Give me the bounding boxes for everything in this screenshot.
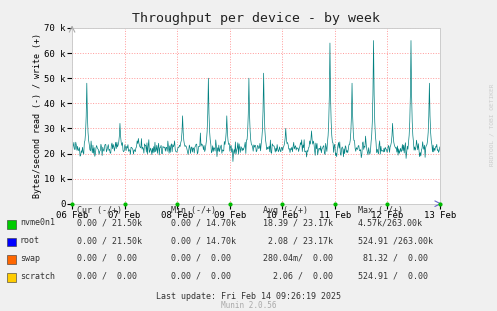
Text: root: root xyxy=(20,236,40,245)
Text: 18.39 / 23.17k: 18.39 / 23.17k xyxy=(263,218,333,227)
Text: 0.00 / 21.50k: 0.00 / 21.50k xyxy=(77,236,142,245)
Text: 4.57k/263.00k: 4.57k/263.00k xyxy=(358,218,423,227)
Text: 524.91 /263.00k: 524.91 /263.00k xyxy=(358,236,433,245)
Text: 0.00 / 14.70k: 0.00 / 14.70k xyxy=(171,236,237,245)
Text: Last update: Fri Feb 14 09:26:19 2025: Last update: Fri Feb 14 09:26:19 2025 xyxy=(156,291,341,300)
Text: 280.04m/  0.00: 280.04m/ 0.00 xyxy=(263,254,333,263)
Text: 0.00 /  0.00: 0.00 / 0.00 xyxy=(77,272,137,281)
Text: 0.00 /  0.00: 0.00 / 0.00 xyxy=(171,254,232,263)
Text: swap: swap xyxy=(20,254,40,263)
Text: 2.08 / 23.17k: 2.08 / 23.17k xyxy=(263,236,333,245)
Text: Cur (-/+): Cur (-/+) xyxy=(77,206,122,215)
Text: Min (-/+): Min (-/+) xyxy=(171,206,217,215)
Text: 524.91 /  0.00: 524.91 / 0.00 xyxy=(358,272,428,281)
Text: scratch: scratch xyxy=(20,272,55,281)
Text: RRDTOOL / TOBI OETIKER: RRDTOOL / TOBI OETIKER xyxy=(490,83,495,166)
Text: 0.00 /  0.00: 0.00 / 0.00 xyxy=(171,272,232,281)
Text: Max (-/+): Max (-/+) xyxy=(358,206,403,215)
Text: 0.00 / 14.70k: 0.00 / 14.70k xyxy=(171,218,237,227)
Text: 81.32 /  0.00: 81.32 / 0.00 xyxy=(358,254,428,263)
Text: Munin 2.0.56: Munin 2.0.56 xyxy=(221,301,276,310)
Title: Throughput per device - by week: Throughput per device - by week xyxy=(132,12,380,26)
Y-axis label: Bytes/second read (-) / write (+): Bytes/second read (-) / write (+) xyxy=(32,33,42,198)
Text: nvme0n1: nvme0n1 xyxy=(20,218,55,227)
Text: 2.06 /  0.00: 2.06 / 0.00 xyxy=(263,272,333,281)
Text: 0.00 / 21.50k: 0.00 / 21.50k xyxy=(77,218,142,227)
Text: Avg (-/+): Avg (-/+) xyxy=(263,206,309,215)
Text: 0.00 /  0.00: 0.00 / 0.00 xyxy=(77,254,137,263)
